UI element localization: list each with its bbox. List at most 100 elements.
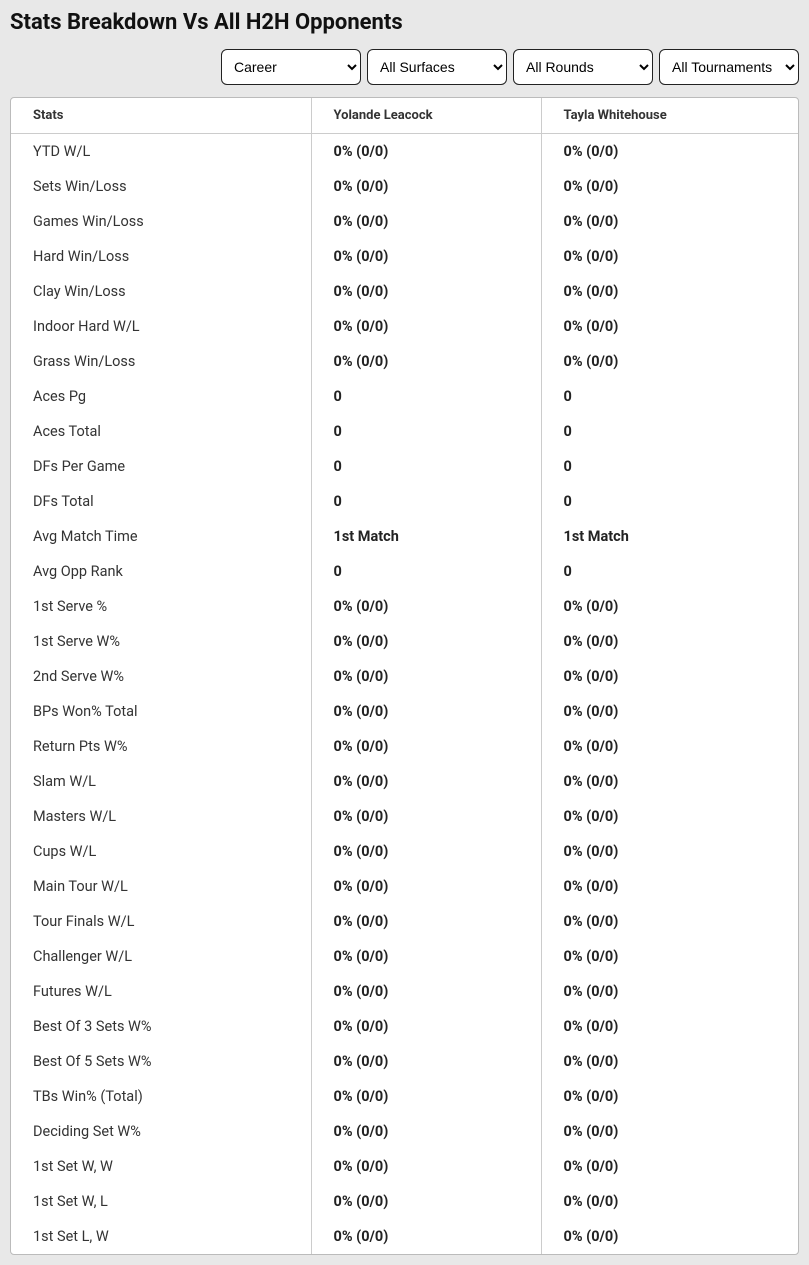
player2-value: 0% (0/0) bbox=[541, 729, 798, 764]
table-row: Masters W/L0% (0/0)0% (0/0) bbox=[11, 799, 798, 834]
tournaments-select[interactable]: All Tournaments bbox=[659, 49, 799, 85]
stat-label: Aces Pg bbox=[11, 379, 311, 414]
player1-value: 1st Match bbox=[311, 519, 541, 554]
player2-value: 0% (0/0) bbox=[541, 939, 798, 974]
stat-label: DFs Total bbox=[11, 484, 311, 519]
table-row: Best Of 5 Sets W%0% (0/0)0% (0/0) bbox=[11, 1044, 798, 1079]
table-row: Futures W/L0% (0/0)0% (0/0) bbox=[11, 974, 798, 1009]
stat-label: Hard Win/Loss bbox=[11, 239, 311, 274]
player1-value: 0% (0/0) bbox=[311, 239, 541, 274]
stat-label: 1st Serve W% bbox=[11, 624, 311, 659]
player1-value: 0% (0/0) bbox=[311, 1009, 541, 1044]
stat-label: Best Of 3 Sets W% bbox=[11, 1009, 311, 1044]
player2-value: 0% (0/0) bbox=[541, 624, 798, 659]
player2-value: 0% (0/0) bbox=[541, 799, 798, 834]
table-row: Games Win/Loss0% (0/0)0% (0/0) bbox=[11, 204, 798, 239]
table-row: 1st Serve W%0% (0/0)0% (0/0) bbox=[11, 624, 798, 659]
player1-value: 0 bbox=[311, 554, 541, 589]
table-row: Tour Finals W/L0% (0/0)0% (0/0) bbox=[11, 904, 798, 939]
table-row: BPs Won% Total0% (0/0)0% (0/0) bbox=[11, 694, 798, 729]
stat-label: Futures W/L bbox=[11, 974, 311, 1009]
player1-value: 0% (0/0) bbox=[311, 869, 541, 904]
player2-value: 0% (0/0) bbox=[541, 1044, 798, 1079]
rounds-select[interactable]: All Rounds bbox=[513, 49, 653, 85]
player2-value: 0% (0/0) bbox=[541, 764, 798, 799]
player1-value: 0% (0/0) bbox=[311, 1219, 541, 1254]
stat-label: 1st Set W, L bbox=[11, 1184, 311, 1219]
stat-label: Challenger W/L bbox=[11, 939, 311, 974]
player2-value: 0% (0/0) bbox=[541, 309, 798, 344]
player1-value: 0 bbox=[311, 484, 541, 519]
stats-table-container: Stats Yolande Leacock Tayla Whitehouse Y… bbox=[10, 97, 799, 1255]
stat-label: Cups W/L bbox=[11, 834, 311, 869]
player2-value: 1st Match bbox=[541, 519, 798, 554]
player1-value: 0% (0/0) bbox=[311, 764, 541, 799]
table-row: Sets Win/Loss0% (0/0)0% (0/0) bbox=[11, 169, 798, 204]
stat-label: Main Tour W/L bbox=[11, 869, 311, 904]
table-row: DFs Per Game00 bbox=[11, 449, 798, 484]
table-row: Main Tour W/L0% (0/0)0% (0/0) bbox=[11, 869, 798, 904]
table-row: Avg Opp Rank00 bbox=[11, 554, 798, 589]
stat-label: Games Win/Loss bbox=[11, 204, 311, 239]
stat-label: Clay Win/Loss bbox=[11, 274, 311, 309]
table-row: Hard Win/Loss0% (0/0)0% (0/0) bbox=[11, 239, 798, 274]
player2-value: 0% (0/0) bbox=[541, 344, 798, 379]
player1-value: 0% (0/0) bbox=[311, 1149, 541, 1184]
stat-label: 1st Serve % bbox=[11, 589, 311, 624]
player1-value: 0% (0/0) bbox=[311, 1079, 541, 1114]
player2-value: 0% (0/0) bbox=[541, 834, 798, 869]
player2-value: 0% (0/0) bbox=[541, 134, 798, 170]
period-select[interactable]: Career bbox=[221, 49, 361, 85]
stat-label: YTD W/L bbox=[11, 134, 311, 170]
player1-value: 0% (0/0) bbox=[311, 344, 541, 379]
player2-value: 0 bbox=[541, 414, 798, 449]
col-header-player2: Tayla Whitehouse bbox=[541, 98, 798, 134]
player2-value: 0% (0/0) bbox=[541, 869, 798, 904]
table-row: Grass Win/Loss0% (0/0)0% (0/0) bbox=[11, 344, 798, 379]
player2-value: 0% (0/0) bbox=[541, 239, 798, 274]
player2-value: 0% (0/0) bbox=[541, 904, 798, 939]
stat-label: Masters W/L bbox=[11, 799, 311, 834]
stat-label: DFs Per Game bbox=[11, 449, 311, 484]
table-row: TBs Win% (Total)0% (0/0)0% (0/0) bbox=[11, 1079, 798, 1114]
table-row: 2nd Serve W%0% (0/0)0% (0/0) bbox=[11, 659, 798, 694]
stat-label: Sets Win/Loss bbox=[11, 169, 311, 204]
surface-select[interactable]: All Surfaces bbox=[367, 49, 507, 85]
player2-value: 0% (0/0) bbox=[541, 1149, 798, 1184]
table-row: Cups W/L0% (0/0)0% (0/0) bbox=[11, 834, 798, 869]
player1-value: 0% (0/0) bbox=[311, 1044, 541, 1079]
player2-value: 0% (0/0) bbox=[541, 1114, 798, 1149]
player1-value: 0% (0/0) bbox=[311, 204, 541, 239]
player1-value: 0% (0/0) bbox=[311, 1184, 541, 1219]
table-row: Indoor Hard W/L0% (0/0)0% (0/0) bbox=[11, 309, 798, 344]
table-row: Aces Pg00 bbox=[11, 379, 798, 414]
stat-label: BPs Won% Total bbox=[11, 694, 311, 729]
player2-value: 0% (0/0) bbox=[541, 694, 798, 729]
player1-value: 0% (0/0) bbox=[311, 659, 541, 694]
stat-label: Deciding Set W% bbox=[11, 1114, 311, 1149]
player1-value: 0% (0/0) bbox=[311, 169, 541, 204]
table-row: 1st Set W, W0% (0/0)0% (0/0) bbox=[11, 1149, 798, 1184]
player1-value: 0% (0/0) bbox=[311, 134, 541, 170]
table-row: Challenger W/L0% (0/0)0% (0/0) bbox=[11, 939, 798, 974]
table-row: Slam W/L0% (0/0)0% (0/0) bbox=[11, 764, 798, 799]
player2-value: 0% (0/0) bbox=[541, 589, 798, 624]
table-row: Best Of 3 Sets W%0% (0/0)0% (0/0) bbox=[11, 1009, 798, 1044]
player1-value: 0% (0/0) bbox=[311, 274, 541, 309]
player2-value: 0 bbox=[541, 554, 798, 589]
player1-value: 0% (0/0) bbox=[311, 624, 541, 659]
player1-value: 0% (0/0) bbox=[311, 974, 541, 1009]
player1-value: 0% (0/0) bbox=[311, 1114, 541, 1149]
table-row: Clay Win/Loss0% (0/0)0% (0/0) bbox=[11, 274, 798, 309]
stat-label: 1st Set L, W bbox=[11, 1219, 311, 1254]
table-row: Return Pts W%0% (0/0)0% (0/0) bbox=[11, 729, 798, 764]
stat-label: 2nd Serve W% bbox=[11, 659, 311, 694]
player2-value: 0 bbox=[541, 379, 798, 414]
player2-value: 0% (0/0) bbox=[541, 659, 798, 694]
stat-label: Avg Opp Rank bbox=[11, 554, 311, 589]
player2-value: 0% (0/0) bbox=[541, 1219, 798, 1254]
player1-value: 0% (0/0) bbox=[311, 589, 541, 624]
player2-value: 0% (0/0) bbox=[541, 1079, 798, 1114]
table-header-row: Stats Yolande Leacock Tayla Whitehouse bbox=[11, 98, 798, 134]
table-row: 1st Set L, W0% (0/0)0% (0/0) bbox=[11, 1219, 798, 1254]
